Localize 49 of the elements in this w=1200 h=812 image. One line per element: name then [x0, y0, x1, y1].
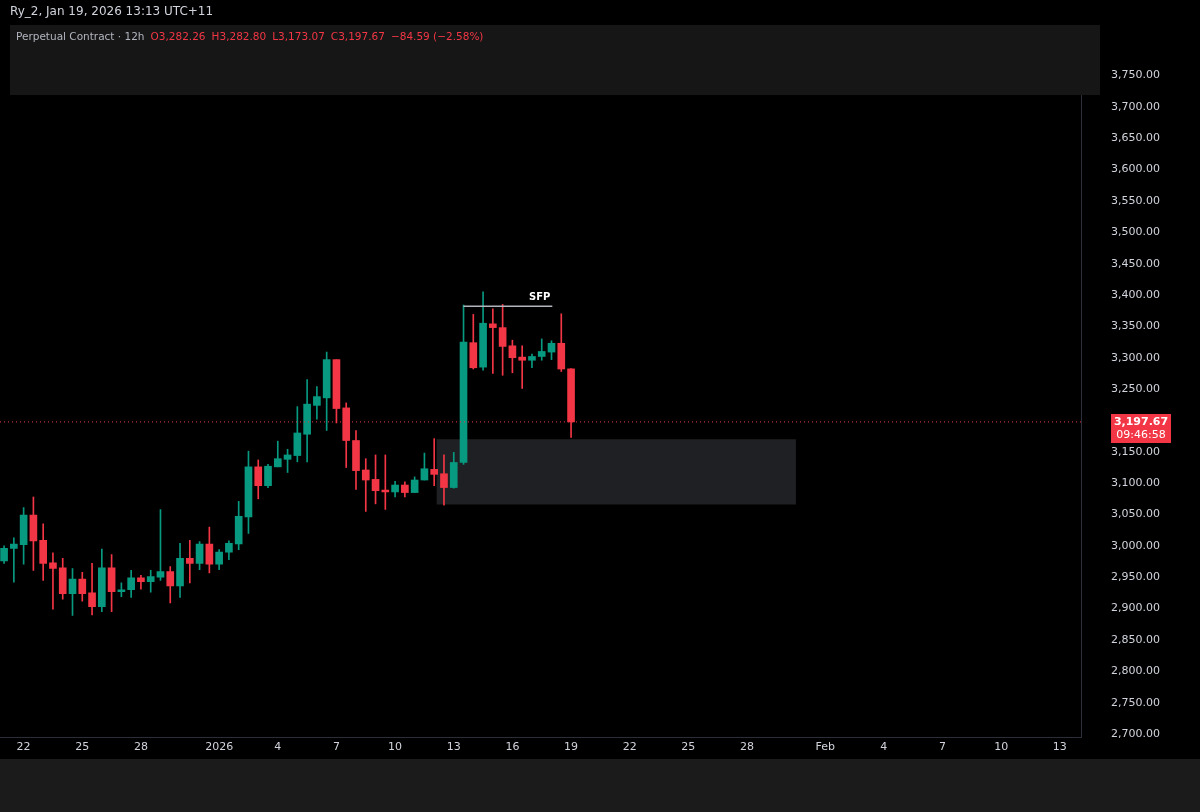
x-tick-label: 10: [388, 740, 403, 754]
x-tick-label: 4: [274, 740, 282, 754]
x-tick-label: 22: [622, 740, 637, 754]
y-tick-label: 3,750.00: [1111, 68, 1160, 82]
x-tick-label: 13: [1052, 740, 1067, 754]
x-tick-label: 25: [681, 740, 696, 754]
y-tick-label: 3,600.00: [1111, 162, 1160, 176]
y-tick-label: 3,350.00: [1111, 319, 1160, 333]
series-label: SFP: [528, 290, 551, 302]
x-tick-label: 2026: [205, 740, 234, 754]
x-tick-label: 10: [994, 740, 1009, 754]
annotation: C3,197.67: [330, 30, 385, 42]
x-tick-label: 19: [564, 740, 579, 754]
y-tick-label: 3,450.00: [1111, 256, 1160, 270]
y-tick-label: 2,800.00: [1111, 664, 1160, 678]
y-tick-label: 3,250.00: [1111, 381, 1160, 395]
y-tick-label: 3,100.00: [1111, 476, 1160, 490]
y-tick-label: 3,700.00: [1111, 99, 1160, 113]
x-tick-label: 28: [133, 740, 148, 754]
chart-title: Perpetual Contract · 12h: [16, 30, 145, 42]
x-tick-label: 13: [446, 740, 461, 754]
y-tick-label: 3,150.00: [1111, 444, 1160, 458]
annotation: H3,282.80: [211, 30, 267, 42]
annotation: O3,282.26: [150, 30, 206, 42]
x-tick-label: 25: [75, 740, 90, 754]
x-tick-label: 4: [880, 740, 888, 754]
text: 09:46:58: [1116, 427, 1166, 441]
y-tick-label: 2,900.00: [1111, 601, 1160, 615]
annotation: −84.59 (−2.58%): [390, 30, 484, 42]
y-tick-label: 3,000.00: [1111, 538, 1160, 552]
y-tick-label: 3,050.00: [1111, 507, 1160, 521]
y-tick-label: 3,500.00: [1111, 225, 1160, 239]
x-tick-label: 16: [505, 740, 520, 754]
x-tick-label: 7: [939, 740, 947, 754]
y-tick-label: 2,700.00: [1111, 726, 1160, 740]
annotation: L3,173.07: [272, 30, 325, 42]
x-tick-label: Feb: [815, 740, 835, 754]
x-tick-label: 28: [740, 740, 755, 754]
x-tick-label: 7: [332, 740, 340, 754]
y-tick-label: 3,400.00: [1111, 287, 1160, 301]
chart-subtitle: Ry_2, Jan 19, 2026 13:13 UTC+11: [10, 4, 214, 18]
y-tick-label: 2,850.00: [1111, 632, 1160, 646]
y-tick-label: 2,750.00: [1111, 695, 1160, 709]
x-tick-label: 22: [16, 740, 31, 754]
y-tick-label: 3,650.00: [1111, 131, 1160, 145]
y-tick-label: 2,950.00: [1111, 570, 1160, 584]
y-tick-label: 3,550.00: [1111, 193, 1160, 207]
ref-line-label: 3,197.67: [1113, 414, 1169, 428]
y-tick-label: 3,300.00: [1111, 350, 1160, 364]
